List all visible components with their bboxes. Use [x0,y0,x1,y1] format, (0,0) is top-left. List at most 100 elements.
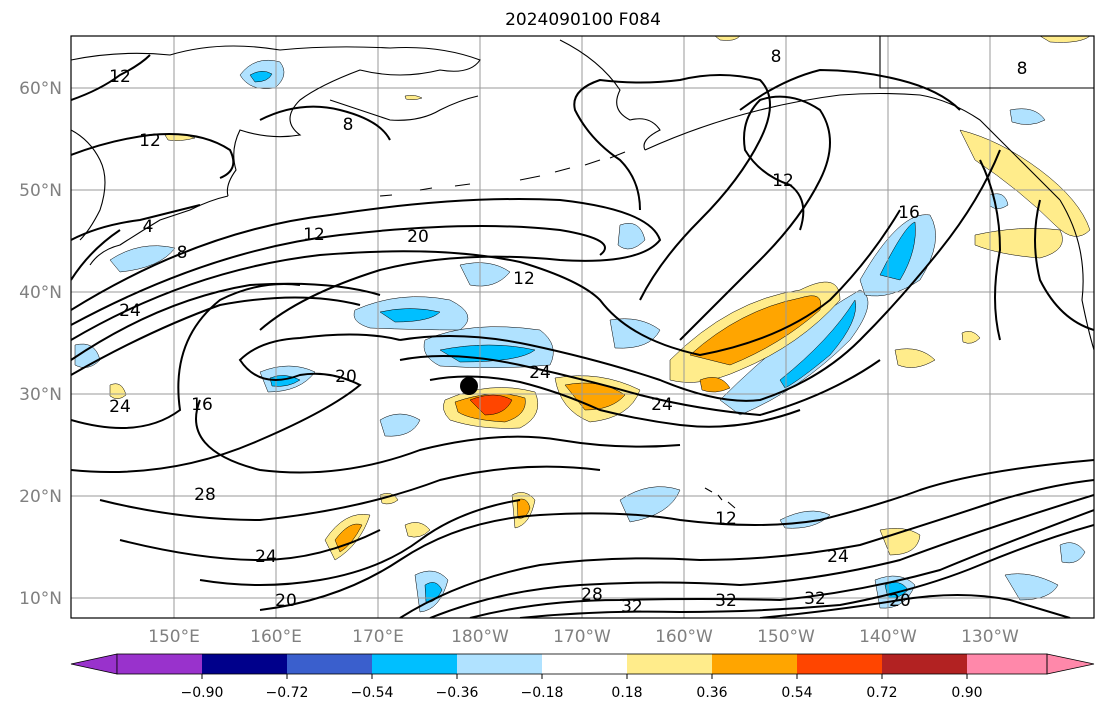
colorbar-segment [457,654,542,674]
contour-label: 8 [177,243,188,263]
contour-labels: 8 8 8 8 12 12 12 12 12 12 16 16 20 20 20… [109,47,1027,617]
colorbar-tick-label: 0.72 [866,685,897,701]
colorbar-segment [967,654,1047,674]
positive-patch [109,383,127,399]
negative-patch [1004,573,1059,601]
contour-label: 16 [191,395,213,415]
colorbar-segment [882,654,967,674]
contour-label: 12 [772,171,794,191]
coastline-chukotka [329,95,479,121]
contour-label: 20 [275,591,297,611]
negative-patch [459,262,511,287]
colorbar-outline [116,653,1048,675]
lat-label: 60°N [19,79,62,99]
positive-patch [404,522,431,538]
lon-label: 160°W [655,627,713,647]
colorbar-tick-label: −0.72 [266,685,309,701]
negative-patch [109,245,176,273]
contour-label: 20 [889,591,911,611]
negative-patch [249,71,273,83]
contour-label: 20 [407,227,429,247]
contour-label: 24 [119,301,141,321]
map-area: 8 8 8 8 12 12 12 12 12 12 16 16 20 20 20… [71,36,1094,618]
lat-label: 20°N [19,487,62,507]
colorbar-segment [287,654,372,674]
colorbar-segment [627,654,712,674]
contour-label: 32 [621,597,643,617]
coastline-kamchatka [89,195,229,266]
coastline-aleutians [379,151,626,197]
positive-patch [961,331,981,344]
colorbar-segment [542,654,627,674]
coastlines [71,36,1094,509]
positive-patch [689,295,822,366]
lon-label: 150°E [148,627,200,647]
colorbar-segment [372,654,457,674]
positive-patch [974,228,1063,259]
coastline-alaska-south [644,92,1061,201]
negative-patch [1059,542,1086,564]
contour-label: 24 [109,397,131,417]
lon-label: 160°E [250,627,302,647]
lon-axis: 150°E 160°E 170°E 180°W 170°W 160°W 150°… [148,627,1019,647]
colorbar-tick-label: −0.90 [181,685,224,701]
coastline-canada-inland [879,36,1094,89]
colorbar: −0.90 −0.72 −0.54 −0.36 −0.18 0.18 0.36 … [70,653,1095,701]
contour-label: 16 [898,203,920,223]
contour-label: 28 [194,485,216,505]
colorbar-tick-label: −0.18 [521,685,564,701]
lon-label: 180°W [451,627,509,647]
lon-label: 130°W [961,627,1019,647]
contour-label: 32 [804,589,826,609]
contour-label: 20 [335,367,357,387]
negative-patch [609,318,661,349]
lat-axis: 60°N 50°N 40°N 30°N 20°N 10°N [19,79,62,609]
negative-patch [379,413,421,437]
negative-patch [379,308,441,323]
contour-label: 12 [109,67,131,87]
positive-patch [959,129,1091,237]
contour-label: 24 [255,547,277,567]
colorbar-segment [712,654,797,674]
contour-label: 12 [513,269,535,289]
storm-center-marker [460,377,478,395]
contour-label: 8 [771,47,782,67]
contour-label: 12 [139,131,161,151]
colorbar-segment [202,654,287,674]
colorbar-extend-right [1046,653,1095,675]
contours [71,54,1094,618]
contour-label: 8 [343,115,354,135]
coastline-hawaii [704,487,736,509]
negative-patch [439,344,536,363]
contour-label: 12 [303,225,325,245]
negative-patch [1009,108,1046,125]
colorbar-tick-label: 0.18 [611,685,642,701]
colorbar-segment [117,654,202,674]
contour-label: 12 [715,509,737,529]
lon-label: 170°W [553,627,611,647]
colorbar-tick-label: 0.54 [781,685,812,701]
contour-label: 24 [529,363,551,383]
negative-patch [617,223,646,250]
colorbar-tick-label: −0.36 [436,685,479,701]
positive-patch [699,377,731,393]
lat-label: 50°N [19,181,62,201]
contour-label: 24 [827,547,849,567]
positive-patch [564,382,626,411]
colorbar-ticks [201,674,968,679]
map-title: 2024090100 F084 [505,10,661,30]
lat-label: 10°N [19,589,62,609]
positive-patch [894,348,936,368]
negative-patch [779,299,856,389]
map-frame [70,35,1095,619]
positive-patch [334,523,363,553]
colorbar-tick-label: −0.54 [351,685,394,701]
contour-label: 4 [143,217,154,237]
coastline-siberia [71,45,481,197]
contour-label: 24 [651,395,673,415]
lon-label: 150°W [757,627,815,647]
lon-label: 140°W [859,627,917,647]
contour-label: 32 [715,591,737,611]
contour-label: 8 [1017,59,1028,79]
